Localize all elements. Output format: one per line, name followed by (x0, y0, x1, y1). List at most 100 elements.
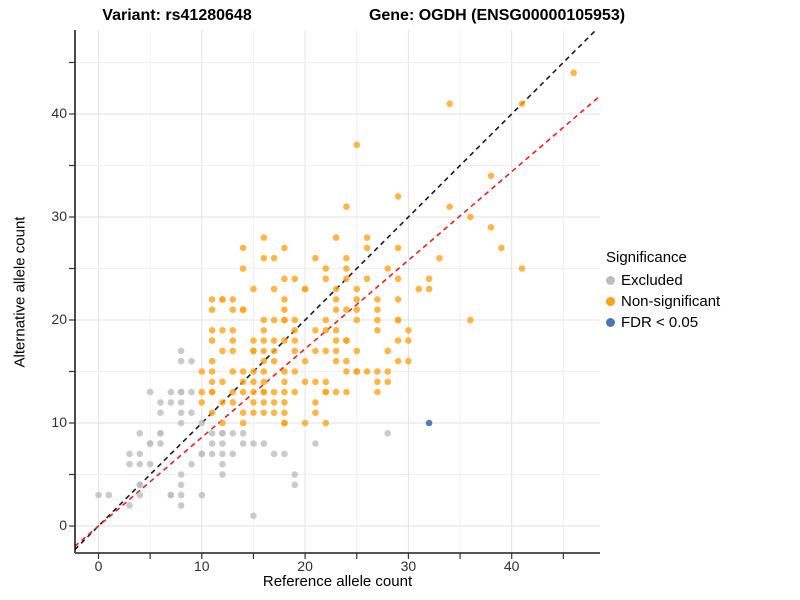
data-point (208, 450, 216, 458)
data-point (343, 357, 350, 365)
data-point (229, 306, 237, 314)
data-point (405, 337, 412, 344)
data-point (291, 316, 299, 324)
data-point (312, 347, 319, 355)
data-point (146, 388, 154, 396)
data-point (177, 471, 185, 478)
data-point (281, 275, 288, 283)
data-point (177, 388, 185, 396)
x-tick-label: 30 (400, 558, 417, 574)
data-point (467, 213, 474, 221)
data-point (239, 244, 247, 252)
data-point (384, 368, 392, 375)
y-tick-label: 40 (51, 105, 67, 121)
data-point (250, 512, 257, 519)
data-point (322, 316, 330, 324)
data-point (250, 285, 257, 293)
y-tick-label: 20 (51, 311, 67, 327)
data-point (219, 440, 226, 447)
data-point (322, 378, 330, 386)
data-point (229, 450, 237, 458)
data-point (487, 224, 495, 231)
data-point (250, 388, 257, 396)
data-point (291, 471, 299, 478)
data-point (312, 409, 319, 417)
data-point (281, 399, 288, 406)
data-point (177, 491, 185, 499)
data-point (208, 368, 216, 375)
data-point (353, 141, 361, 149)
data-point (260, 399, 268, 406)
data-point (208, 327, 216, 334)
data-point (281, 388, 288, 396)
data-point (219, 430, 226, 437)
data-point (384, 430, 392, 437)
data-point (239, 265, 247, 272)
data-point (208, 306, 216, 314)
data-point (343, 203, 350, 210)
variant-title: Variant: rs41280648 (102, 7, 252, 24)
data-point (208, 388, 216, 396)
data-point (281, 296, 288, 303)
data-point (239, 306, 247, 314)
data-point (219, 378, 226, 386)
data-point (394, 316, 402, 324)
reference-line-expected-allele-ratio (75, 94, 600, 547)
data-point (208, 409, 216, 417)
data-point (229, 388, 237, 396)
data-point (146, 460, 154, 468)
data-point (518, 265, 526, 272)
data-point (229, 296, 237, 303)
data-point (250, 378, 257, 386)
y-tick-label: 10 (51, 414, 67, 430)
data-point (312, 254, 319, 262)
data-point (188, 357, 195, 365)
data-point (177, 357, 185, 365)
legend-key-dot-icon (606, 318, 615, 327)
data-point (188, 460, 195, 468)
data-point (177, 409, 185, 417)
data-point (301, 419, 309, 427)
data-point (188, 388, 195, 396)
data-point (343, 388, 350, 396)
data-point (281, 244, 288, 252)
data-point (374, 296, 381, 303)
data-point (353, 306, 361, 314)
data-point (343, 306, 350, 314)
data-point (570, 69, 577, 77)
data-point (332, 285, 340, 293)
data-point (229, 327, 237, 334)
y-axis-label: Alternative allele count (11, 216, 29, 368)
data-point (229, 430, 237, 437)
data-point (177, 481, 185, 489)
y-tick-label: 30 (51, 208, 67, 224)
legend-item: Non-significant (606, 291, 720, 312)
data-point (198, 388, 206, 396)
data-point (363, 244, 371, 252)
data-point (136, 491, 144, 499)
data-point (229, 337, 237, 344)
data-point (208, 357, 216, 365)
data-point (487, 172, 495, 180)
data-point (208, 296, 216, 303)
data-point (260, 368, 268, 375)
legend-item-label: FDR < 0.05 (621, 314, 699, 331)
data-point (260, 388, 268, 396)
data-point (363, 275, 371, 283)
data-point (312, 440, 319, 447)
legend-title: Significance (606, 249, 687, 266)
data-point (281, 419, 288, 427)
data-point (198, 419, 206, 427)
data-point (384, 265, 392, 272)
data-point (229, 368, 237, 375)
data-point (394, 337, 402, 344)
data-point (260, 316, 268, 324)
data-point (270, 347, 278, 355)
data-point (219, 460, 226, 468)
data-point (405, 327, 412, 334)
data-point (312, 378, 319, 386)
data-point (260, 357, 268, 365)
data-point (363, 368, 371, 375)
data-point (312, 399, 319, 406)
